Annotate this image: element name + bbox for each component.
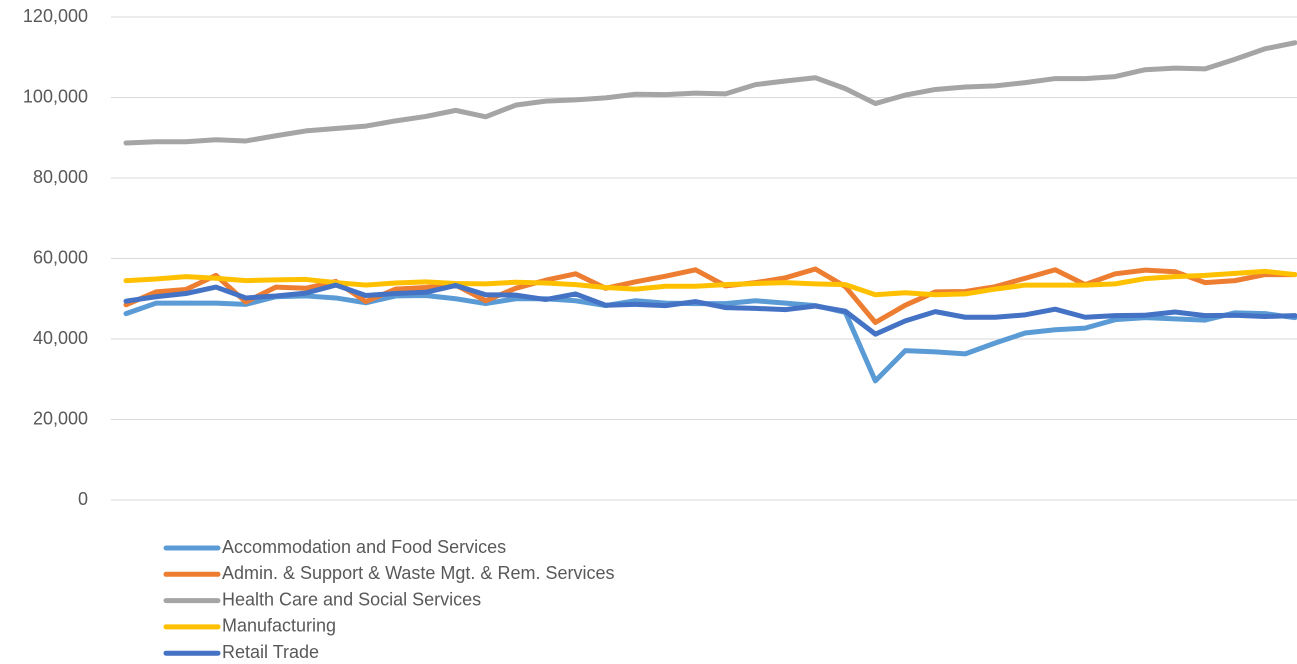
series-line <box>123 40 1297 146</box>
series-line <box>123 268 1297 298</box>
y-tick-label: 80,000 <box>33 167 88 187</box>
legend-label: Accommodation and Food Services <box>222 537 506 557</box>
legend-label: Retail Trade <box>222 642 319 662</box>
y-tick-label: 100,000 <box>23 86 88 106</box>
y-tick-label: 20,000 <box>33 408 88 428</box>
legend-label: Manufacturing <box>222 616 336 636</box>
y-tick-label: 0 <box>78 489 88 509</box>
series-line <box>123 293 1297 384</box>
y-tick-label: 40,000 <box>33 328 88 348</box>
series-line <box>123 266 1297 325</box>
legend-label: Admin. & Support & Waste Mgt. & Rem. Ser… <box>222 563 614 583</box>
y-tick-label: 120,000 <box>23 6 88 26</box>
series-line <box>123 282 1297 337</box>
legend-label: Health Care and Social Services <box>222 589 481 609</box>
y-tick-label: 60,000 <box>33 247 88 267</box>
